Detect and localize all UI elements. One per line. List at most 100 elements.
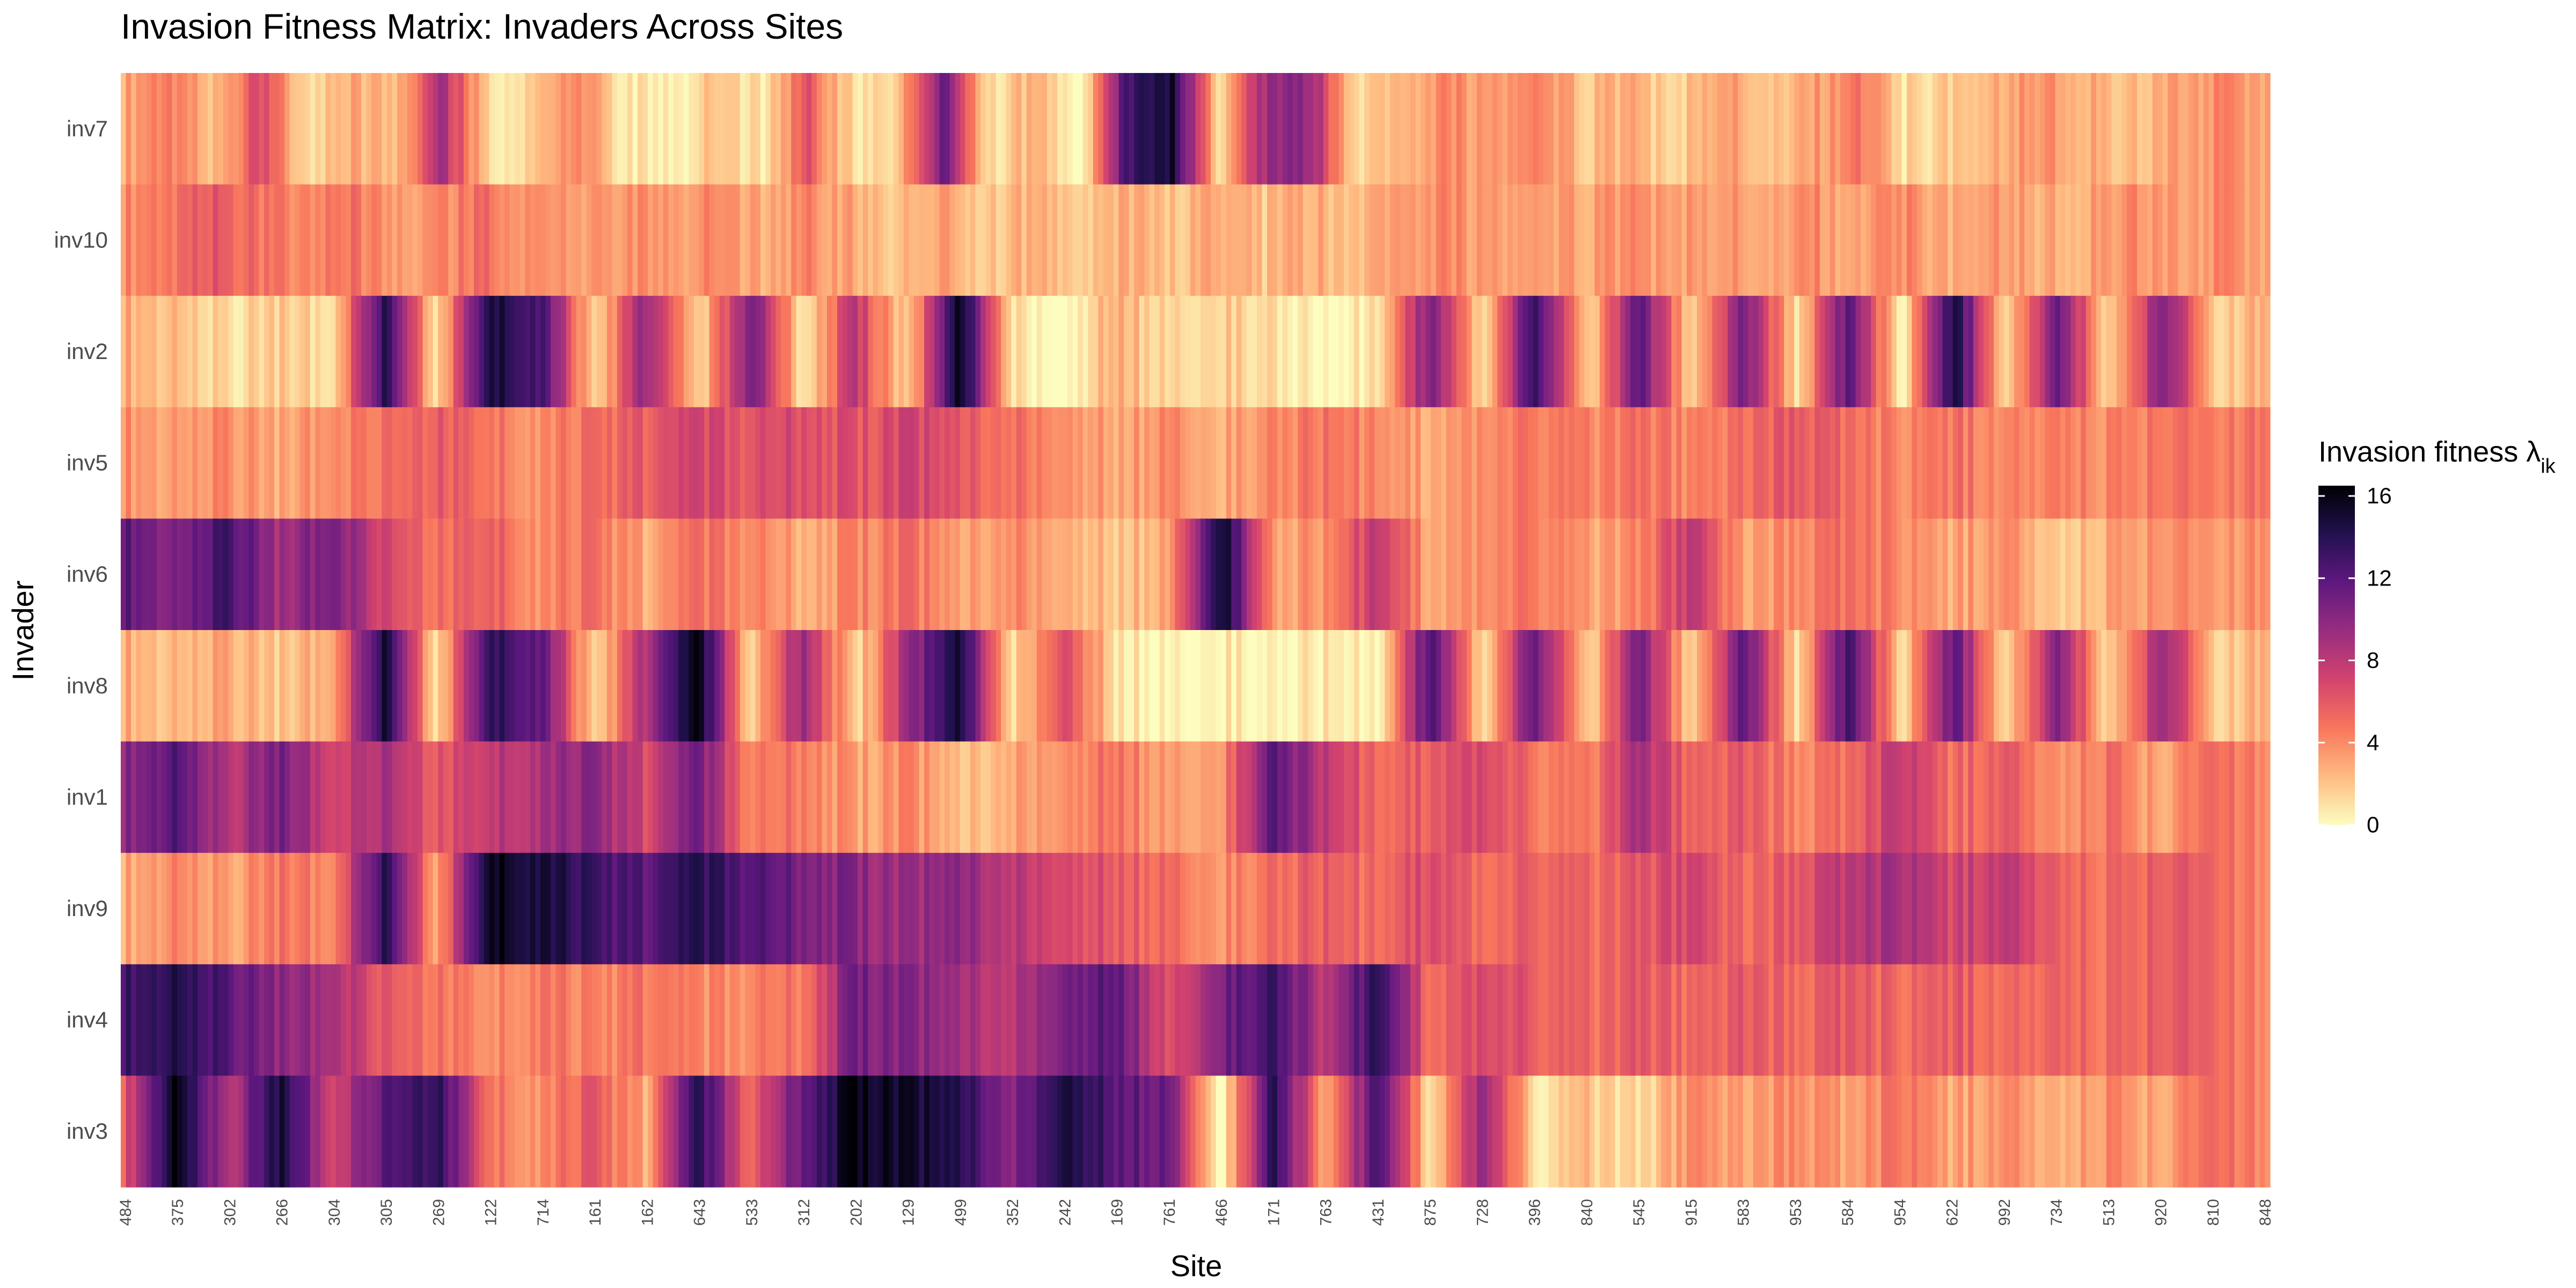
heatmap-cell [1814,853,1820,965]
heatmap-cell [555,73,561,185]
heatmap-cell [473,296,480,408]
heatmap-cell [1374,296,1380,408]
heatmap-cell [617,741,623,853]
heatmap-cell [2152,630,2158,742]
heatmap-cell [274,184,280,296]
heatmap-cell [658,853,664,965]
heatmap-cell [1784,73,1790,185]
heatmap-cell [1078,518,1084,631]
heatmap-cell [2157,964,2163,1076]
heatmap-cell [909,1075,914,1188]
heatmap-cell [2070,407,2076,519]
heatmap-cell [1958,73,1964,185]
heatmap-cell [2106,630,2112,742]
heatmap-cell [939,184,945,296]
heatmap-cell [2157,853,2163,965]
heatmap-cell [1201,407,1206,519]
heatmap-cell [775,741,781,853]
heatmap-cell [1635,296,1641,408]
heatmap-cell [2168,630,2174,742]
heatmap-cell [1681,853,1687,965]
heatmap-cell [939,741,945,853]
heatmap-cell [1558,964,1564,1076]
heatmap-cell [2157,407,2163,519]
heatmap-cell [1615,518,1621,631]
heatmap-cell [264,296,270,408]
x-tick-label: 954 [1891,1199,1909,1226]
heatmap-cell [2075,518,2081,631]
heatmap-cell [1707,741,1713,853]
heatmap-cell [658,296,664,408]
heatmap-cell [1697,964,1703,1076]
heatmap-cell [299,407,305,519]
heatmap-cell [346,518,352,631]
heatmap-cell [1686,518,1693,631]
heatmap-cell [479,853,485,965]
heatmap-cell [719,630,725,742]
heatmap-cell [765,296,771,408]
heatmap-cell [1917,1075,1923,1188]
heatmap-cell [1676,73,1682,185]
x-tick-label: 312 [795,1199,813,1226]
heatmap-cell [1968,407,1974,519]
heatmap-cell [305,73,311,185]
heatmap-cell [1482,296,1488,408]
heatmap-cell [1231,853,1237,965]
heatmap-cell [996,184,1001,296]
heatmap-cell [2045,407,2051,519]
heatmap-cell [1011,73,1017,185]
heatmap-cell [1579,853,1585,965]
heatmap-cell [330,630,336,742]
heatmap-cell [760,1075,766,1188]
heatmap-cell [325,630,331,742]
heatmap-cell [535,853,541,965]
heatmap-cell [591,407,597,519]
heatmap-cell [299,518,305,631]
heatmap-cell [729,741,735,853]
heatmap-cell [1323,630,1329,742]
heatmap-cell [934,296,940,408]
heatmap-cell [1538,853,1544,965]
heatmap-cell [299,184,305,296]
heatmap-cell [2065,296,2071,408]
heatmap-cell [2152,1075,2158,1188]
heatmap-cell [1374,1075,1380,1188]
heatmap-cell [2249,296,2255,408]
heatmap-cell [602,741,608,853]
heatmap-cell [786,630,792,742]
heatmap-cell [1180,184,1186,296]
heatmap-cell [1236,741,1242,853]
heatmap-cell [1564,630,1570,742]
heatmap-cell [2121,518,2127,631]
heatmap-cell [1026,184,1032,296]
heatmap-cell [295,853,301,965]
heatmap-cell [837,407,843,519]
heatmap-cell [131,1075,137,1188]
legend-title-main: Invasion fitness λ [2318,436,2541,468]
x-tick-label: 840 [1578,1199,1596,1226]
heatmap-cell [1702,184,1708,296]
heatmap-cell [888,741,894,853]
heatmap-cell [1431,853,1437,965]
heatmap-cell [1093,853,1099,965]
heatmap-cell [2142,630,2148,742]
heatmap-cell [1067,964,1073,1076]
heatmap-cell [1743,184,1748,296]
heatmap-cell [745,964,751,1076]
heatmap-cell [136,296,142,408]
heatmap-cell [1441,73,1447,185]
heatmap-cell [489,73,495,185]
heatmap-cell [1134,630,1140,742]
heatmap-cell [1728,853,1733,965]
heatmap-cell [1338,853,1344,965]
heatmap-cell [2224,407,2230,519]
heatmap-cell [1641,407,1646,519]
heatmap-cell [346,630,352,742]
heatmap-cell [397,853,403,965]
heatmap-cell [755,407,761,519]
heatmap-cell [253,407,260,519]
heatmap-cell [1876,964,1882,1076]
heatmap-cell [295,518,301,631]
heatmap-cell [668,407,674,519]
heatmap-cell [1036,741,1043,853]
